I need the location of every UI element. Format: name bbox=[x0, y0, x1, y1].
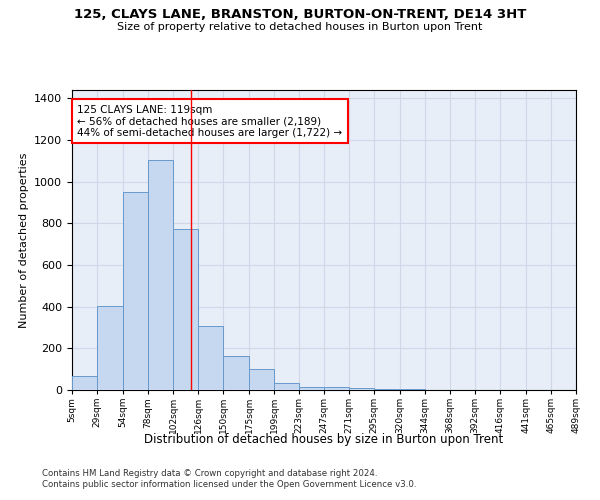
Y-axis label: Number of detached properties: Number of detached properties bbox=[19, 152, 29, 328]
Text: Size of property relative to detached houses in Burton upon Trent: Size of property relative to detached ho… bbox=[118, 22, 482, 32]
Bar bbox=[148, 160, 173, 390]
Bar bbox=[249, 369, 274, 390]
Bar bbox=[374, 389, 400, 390]
Bar bbox=[223, 356, 249, 390]
Bar bbox=[123, 192, 148, 390]
Bar bbox=[274, 382, 299, 390]
Text: 125 CLAYS LANE: 119sqm
← 56% of detached houses are smaller (2,189)
44% of semi-: 125 CLAYS LANE: 119sqm ← 56% of detached… bbox=[77, 104, 343, 138]
Text: Contains HM Land Registry data © Crown copyright and database right 2024.: Contains HM Land Registry data © Crown c… bbox=[42, 468, 377, 477]
Bar bbox=[198, 326, 223, 390]
Text: Contains public sector information licensed under the Open Government Licence v3: Contains public sector information licen… bbox=[42, 480, 416, 489]
Bar bbox=[299, 387, 324, 390]
Bar bbox=[173, 228, 198, 390]
Bar bbox=[349, 388, 374, 390]
Bar bbox=[324, 387, 349, 390]
Text: 125, CLAYS LANE, BRANSTON, BURTON-ON-TRENT, DE14 3HT: 125, CLAYS LANE, BRANSTON, BURTON-ON-TRE… bbox=[74, 8, 526, 20]
Bar bbox=[72, 376, 97, 390]
Bar bbox=[97, 306, 123, 390]
Text: Distribution of detached houses by size in Burton upon Trent: Distribution of detached houses by size … bbox=[145, 432, 503, 446]
